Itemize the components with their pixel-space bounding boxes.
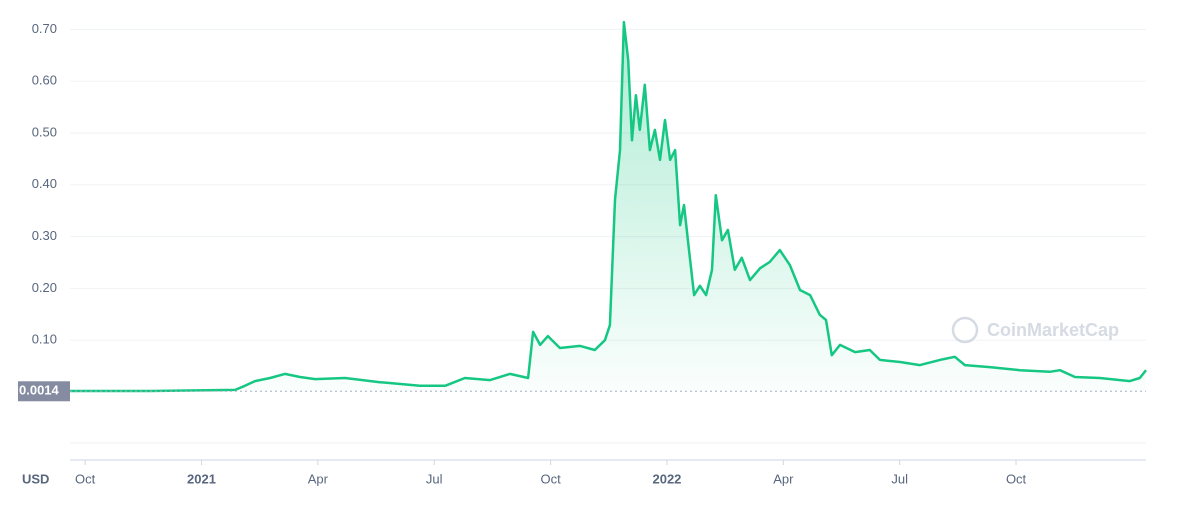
x-tick-label: Apr bbox=[308, 471, 329, 486]
watermark-text: CoinMarketCap bbox=[987, 320, 1119, 340]
baseline-label-box bbox=[18, 381, 70, 402]
area bbox=[70, 22, 1146, 392]
y-tick-label: 0.50 bbox=[32, 124, 57, 139]
price-line bbox=[70, 20, 1147, 393]
y-tick-label: 0.40 bbox=[32, 176, 57, 191]
x-tick-label: Oct bbox=[75, 471, 96, 486]
x-tick-label: Oct bbox=[540, 471, 561, 486]
currency: USD bbox=[22, 471, 49, 486]
y-tick-label: 0.30 bbox=[32, 228, 57, 243]
watermark-logo bbox=[951, 316, 979, 344]
y-tick-label: 0.70 bbox=[32, 21, 57, 36]
x-tick-label: 2021 bbox=[187, 471, 216, 486]
x-tick-label: Jul bbox=[891, 471, 908, 486]
x-tick-label: Oct bbox=[1006, 471, 1027, 486]
y-tick-label: 0.60 bbox=[32, 73, 57, 88]
x-tick-label: 2022 bbox=[652, 471, 681, 486]
watermark: CoinMarketCap bbox=[951, 316, 1119, 344]
x-tick-label: Jul bbox=[426, 471, 443, 486]
y-tick-label: 0.20 bbox=[32, 280, 57, 295]
baseline-label: 0.0014 bbox=[19, 383, 60, 398]
y-tick-label: 0.10 bbox=[32, 332, 57, 347]
x-tick-label: Apr bbox=[773, 471, 794, 486]
